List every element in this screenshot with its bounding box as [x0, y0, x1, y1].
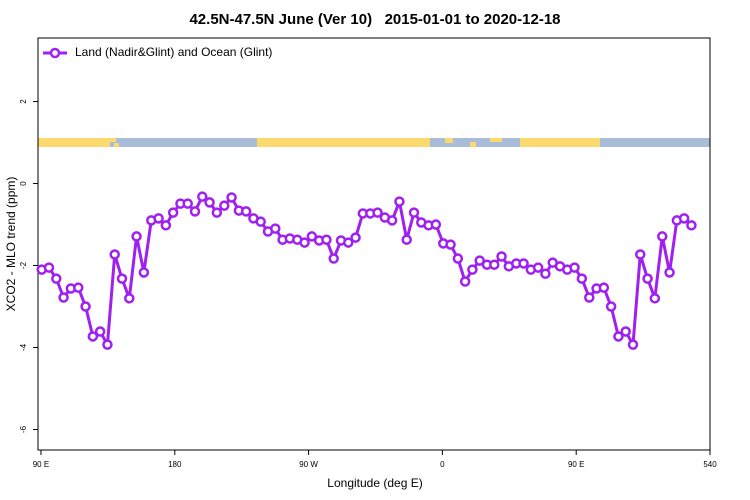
data-point: [459, 276, 471, 287]
data-point: [43, 262, 55, 273]
data-point: [153, 213, 164, 224]
chart-title: 42.5N-47.5N June (Ver 10) 2015-01-01 to …: [189, 11, 560, 28]
data-point: [657, 231, 668, 242]
data-point: [474, 255, 485, 266]
legend-marker: [49, 47, 61, 59]
land-ocean-strip: [38, 138, 710, 147]
data-point: [584, 292, 595, 303]
data-point: [540, 268, 551, 279]
data-point: [627, 339, 639, 350]
x-tick-label: 180: [168, 460, 182, 469]
data-point: [408, 207, 420, 218]
data-point: [649, 293, 661, 304]
data-point: [124, 293, 135, 304]
data-point: [686, 220, 697, 231]
data-point: [445, 239, 456, 250]
data-point: [109, 249, 120, 260]
data-point: [51, 273, 62, 284]
data-point: [328, 253, 339, 264]
data-point: [343, 237, 354, 248]
data-point: [131, 231, 142, 242]
data-point: [270, 223, 281, 234]
y-tick-label: 0: [19, 181, 28, 186]
data-point: [350, 232, 361, 243]
y-tick-label: -4: [19, 343, 28, 351]
data-point: [94, 326, 106, 337]
data-point: [598, 282, 610, 293]
data-point: [605, 301, 617, 312]
data-point: [635, 249, 646, 260]
data-point: [182, 198, 193, 209]
data-point: [489, 259, 500, 270]
data-point: [620, 326, 631, 337]
data-point: [306, 231, 318, 242]
data-point: [386, 215, 398, 226]
data-point: [73, 282, 84, 293]
plot-frame: [37, 37, 711, 451]
legend-label: Land (Nadir&Glint) and Ocean (Glint): [75, 45, 272, 59]
data-point: [642, 273, 653, 284]
x-tick-label: 90 E: [33, 460, 49, 469]
x-tick-label: 90 E: [568, 460, 584, 469]
data-point: [87, 331, 99, 342]
legend: Land (Nadir&Glint) and Ocean (Glint): [43, 45, 272, 59]
data-point: [197, 191, 208, 202]
data-point: [58, 292, 69, 303]
x-tick-label: 540: [703, 460, 717, 469]
data-point: [467, 264, 478, 275]
data-point: [116, 273, 128, 284]
data-point: [664, 267, 675, 278]
data-point: [401, 234, 412, 245]
x-tick-label: 0: [440, 460, 445, 469]
y-axis-label: XCO2 - MLO trend (ppm): [4, 177, 18, 312]
y-tick-label: 2: [19, 99, 28, 104]
data-point: [394, 196, 405, 207]
data-point: [80, 301, 91, 312]
data-point: [372, 207, 383, 218]
data-point: [160, 220, 172, 231]
data-point: [138, 267, 150, 278]
data-point: [219, 200, 230, 211]
data-point: [321, 234, 332, 245]
x-axis-label: Longitude (deg E): [327, 476, 422, 490]
y-tick-label: -6: [19, 425, 28, 433]
data-point: [102, 339, 113, 350]
data-point: [613, 331, 624, 342]
data-point: [189, 206, 201, 217]
data-point: [226, 192, 237, 203]
data-point: [569, 262, 580, 273]
data-point: [532, 262, 544, 273]
data-point: [204, 197, 215, 208]
data-point: [678, 213, 690, 224]
data-point: [167, 207, 179, 218]
data-point: [240, 206, 252, 217]
data-point: [430, 219, 442, 230]
data-point: [452, 253, 464, 264]
data-point: [496, 251, 507, 262]
x-tick-label: 90 W: [299, 460, 318, 469]
data-point: [518, 258, 529, 269]
data-point: [299, 237, 310, 248]
data-point: [255, 216, 266, 227]
data-point: [211, 207, 223, 218]
data-point: [576, 273, 588, 284]
y-tick-label: -2: [19, 261, 28, 269]
